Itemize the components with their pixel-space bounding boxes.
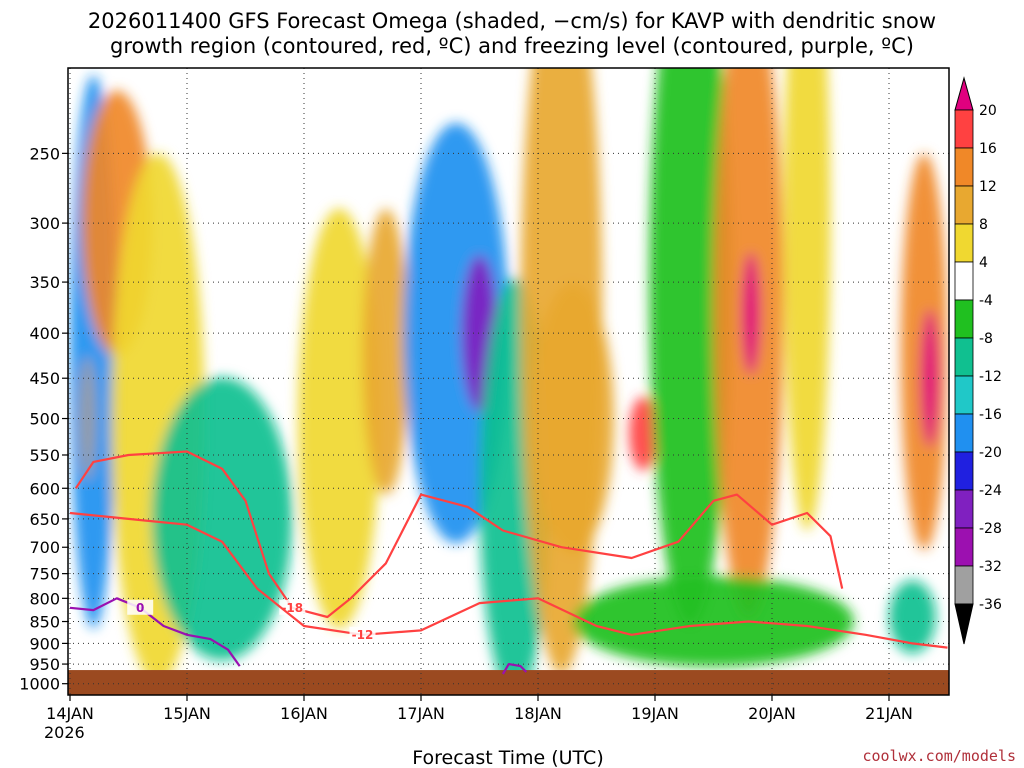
y-tick-label-450: 450 bbox=[29, 369, 60, 388]
ground-fill bbox=[68, 670, 949, 695]
y-tick-label-400: 400 bbox=[29, 324, 60, 343]
omega-cell-15 bbox=[741, 252, 761, 375]
colorbar-segment-1 bbox=[954, 109, 974, 149]
contour-label-2: 0 bbox=[136, 601, 144, 615]
y-tick-label-300: 300 bbox=[29, 214, 60, 233]
y-tick-label-850: 850 bbox=[29, 613, 60, 632]
colorbar-extend-bottom bbox=[954, 603, 974, 645]
y-axis: 250 300 350 400 450 500 550 600 650 700 750 800 850 9… bbox=[19, 144, 68, 694]
colorbar-segment-5 bbox=[954, 261, 974, 301]
y-tick-label-800: 800 bbox=[29, 589, 60, 608]
x-year-label: 2026 bbox=[44, 723, 85, 742]
colorbar-segment-11 bbox=[954, 489, 974, 529]
y-tick-label-550: 550 bbox=[29, 446, 60, 465]
omega-cell-5 bbox=[298, 208, 381, 629]
y-tick-label-950: 950 bbox=[29, 655, 60, 674]
colorbar-tick-7: -12 bbox=[979, 369, 1002, 385]
colorbar-tick-1: 16 bbox=[979, 141, 997, 157]
x-tick-label-5: 19JAN bbox=[631, 704, 679, 723]
x-axis: 14JAN 15JAN 16JAN 17JAN 18JAN 19JAN 20JAN 21JAN bbox=[46, 695, 913, 723]
colorbar-segment-3 bbox=[954, 185, 974, 225]
x-tick-label-7: 21JAN bbox=[865, 704, 913, 723]
colorbar-tick-8: -16 bbox=[979, 407, 1002, 423]
contour-label-0: -18 bbox=[281, 601, 303, 615]
colorbar-tick-3: 8 bbox=[979, 217, 988, 233]
contour-label-bg-1 bbox=[349, 626, 376, 642]
colorbar-tick-5: -4 bbox=[979, 293, 993, 309]
y-tick-label-350: 350 bbox=[29, 273, 60, 292]
contour-label-bg-2 bbox=[127, 599, 154, 615]
colorbar-segment-7 bbox=[954, 337, 974, 377]
colorbar-tick-4: 4 bbox=[979, 255, 988, 271]
x-tick-label-1: 15JAN bbox=[163, 704, 211, 723]
omega-cell-13 bbox=[649, 68, 732, 625]
x-axis-title: Forecast Time (UTC) bbox=[412, 747, 603, 768]
y-tick-label-500: 500 bbox=[29, 410, 60, 429]
y-tick-label-700: 700 bbox=[29, 538, 60, 557]
colorbar: 20 16 12 8 4 -4 -8 -12 -16 -20 -24 -28 -32 -36 bbox=[954, 76, 1002, 645]
colorbar-segment-2 bbox=[954, 147, 974, 187]
contour-line-2 bbox=[69, 597, 241, 667]
omega-cell-12 bbox=[629, 396, 658, 471]
colorbar-tick-11: -28 bbox=[979, 521, 1002, 537]
y-tick-label-750: 750 bbox=[29, 565, 60, 584]
omega-cell-1 bbox=[79, 356, 96, 481]
ground-layer bbox=[68, 670, 949, 695]
contour-lines: -18 -12 0 bbox=[69, 450, 948, 675]
y-tick-label-900: 900 bbox=[29, 634, 60, 653]
plot-area: -18 -12 0 bbox=[67, 67, 950, 696]
y-tick-label-1000: 1000 bbox=[19, 675, 60, 694]
colorbar-segment-12 bbox=[954, 527, 974, 567]
colorbar-segment-4 bbox=[954, 223, 974, 263]
chart-title-line2: growth region (contoured, red, ºC) and f… bbox=[110, 34, 914, 58]
omega-cell-16 bbox=[783, 68, 831, 531]
y-tick-label-600: 600 bbox=[29, 479, 60, 498]
credit-text: coolwx.com/models bbox=[862, 747, 1016, 765]
colorbar-tick-2: 12 bbox=[979, 179, 997, 195]
x-tick-label-6: 20JAN bbox=[748, 704, 796, 723]
contour-line-0 bbox=[74, 450, 844, 619]
contour-label-1: -12 bbox=[352, 628, 374, 642]
colorbar-segment-13 bbox=[954, 565, 974, 605]
colorbar-tick-13: -36 bbox=[979, 597, 1002, 613]
colorbar-extend-top bbox=[954, 76, 974, 111]
colorbar-segment-9 bbox=[954, 413, 974, 453]
colorbar-tick-0: 20 bbox=[979, 103, 997, 119]
colorbar-segment-8 bbox=[954, 375, 974, 415]
y-tick-label-250: 250 bbox=[29, 144, 60, 163]
contour-line-3 bbox=[501, 662, 528, 675]
x-tick-label-2: 16JAN bbox=[280, 704, 328, 723]
x-tick-label-4: 18JAN bbox=[514, 704, 562, 723]
plot-frame bbox=[67, 67, 950, 696]
omega-cell-6 bbox=[362, 208, 410, 495]
y-tick-label-650: 650 bbox=[29, 510, 60, 529]
colorbar-tick-10: -24 bbox=[979, 483, 1002, 499]
omega-cell-4 bbox=[151, 377, 293, 661]
colorbar-tick-12: -32 bbox=[979, 559, 1002, 575]
colorbar-segment-6 bbox=[954, 299, 974, 339]
chart-title-line1: 2026011400 GFS Forecast Omega (shaded, −… bbox=[88, 9, 936, 33]
x-tick-label-3: 17JAN bbox=[397, 704, 445, 723]
omega-cell-18 bbox=[920, 309, 940, 447]
colorbar-tick-6: -8 bbox=[979, 331, 993, 347]
contour-line-1 bbox=[69, 511, 948, 649]
colorbar-tick-9: -20 bbox=[979, 445, 1002, 461]
colorbar-segment-10 bbox=[954, 451, 974, 491]
omega-cell-19 bbox=[889, 580, 936, 654]
x-tick-label-0: 14JAN bbox=[46, 704, 94, 723]
